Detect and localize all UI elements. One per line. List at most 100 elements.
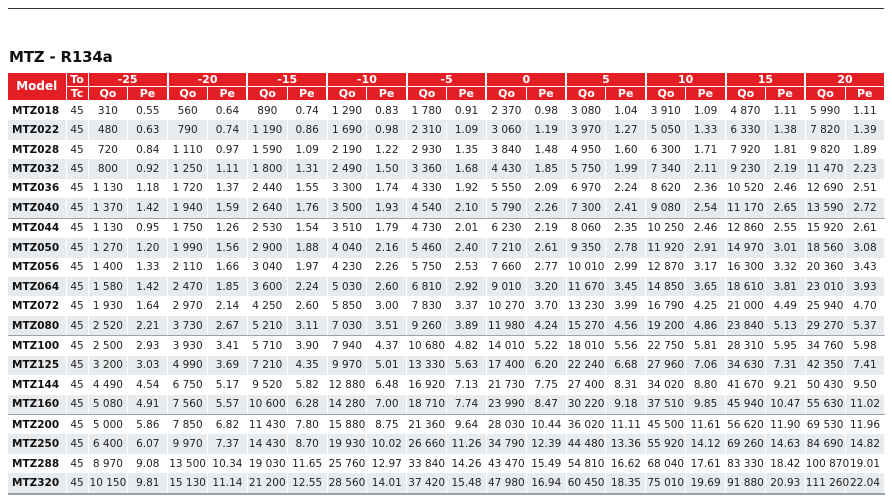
qo-cell: 12 860 — [725, 218, 766, 239]
qo-cell: 26 660 — [406, 434, 448, 454]
qo-cell: 1 250 — [167, 159, 209, 179]
qo-cell: 25 940 — [805, 296, 846, 316]
pe-cell: 3.65 — [685, 276, 727, 297]
qo-cell: 7 340 — [645, 159, 687, 179]
pe-cell: 8.47 — [526, 394, 567, 415]
model-cell: MTZ320 — [8, 473, 67, 495]
pe-cell: 1.55 — [287, 178, 328, 199]
qo-cell: 1 290 — [327, 100, 368, 121]
qo-cell: 14 280 — [327, 394, 368, 415]
pe-cell: 2.55 — [765, 218, 806, 239]
pe-cell: 1.11 — [207, 159, 248, 179]
qo-cell: 55 630 — [805, 394, 846, 415]
qo-cell: 23 840 — [725, 315, 766, 337]
pe-cell: 2.77 — [526, 257, 567, 277]
qo-cell: 29 270 — [805, 315, 846, 337]
qo-cell: 2 930 — [406, 139, 448, 160]
pe-cell: 0.84 — [127, 139, 169, 160]
pe-cell: 1.27 — [605, 120, 647, 140]
tc-cell: 45 — [66, 434, 89, 454]
pe-cell: 7.75 — [526, 375, 567, 395]
page-title: MTZ - R134a — [9, 48, 113, 66]
pe-cell: 7.06 — [685, 355, 727, 376]
qo-cell: 800 — [88, 159, 129, 179]
model-cell: MTZ022 — [8, 120, 67, 140]
qo-cell: 5 030 — [327, 276, 368, 297]
pe-cell: 14.82 — [845, 434, 886, 454]
pe-cell: 5.98 — [845, 335, 886, 356]
pe-cell: 16.94 — [526, 473, 567, 495]
qo-cell: 21 360 — [406, 414, 448, 435]
pe-cell: 5.37 — [845, 315, 886, 337]
tc-cell: 45 — [66, 315, 89, 337]
qo-header: Qo — [805, 86, 846, 101]
qo-cell: 12 880 — [327, 375, 368, 395]
pe-cell: 11.02 — [845, 394, 886, 415]
qo-cell: 10 250 — [645, 218, 687, 239]
model-header: Model — [8, 73, 67, 101]
pe-cell: 1.59 — [207, 198, 248, 219]
qo-cell: 2 970 — [167, 296, 209, 316]
table-row: MTZ028 45 720 0.84 1 110 0.97 1 590 1.09 2 190 1.… — [8, 139, 886, 160]
qo-cell: 9 260 — [406, 315, 448, 337]
tc-cell: 45 — [66, 100, 89, 121]
qo-cell: 3 510 — [327, 218, 368, 239]
qo-cell: 1 780 — [406, 100, 448, 121]
qo-cell: 18 560 — [805, 238, 846, 258]
pe-cell: 1.22 — [366, 139, 408, 160]
qo-header: Qo — [327, 86, 368, 101]
pe-cell: 1.11 — [765, 100, 806, 121]
qo-cell: 6 970 — [566, 178, 607, 199]
pe-cell: 2.16 — [366, 238, 408, 258]
qo-cell: 8 620 — [645, 178, 687, 199]
pe-cell: 2.36 — [685, 178, 727, 199]
qo-cell: 7 830 — [406, 296, 448, 316]
pe-cell: 2.26 — [526, 198, 567, 219]
pe-cell: 2.91 — [685, 238, 727, 258]
tc-cell: 45 — [66, 120, 89, 140]
pe-cell: 1.19 — [526, 120, 567, 140]
qo-cell: 41 670 — [725, 375, 766, 395]
pe-cell: 6.68 — [605, 355, 647, 376]
qo-cell: 6 330 — [725, 120, 766, 140]
pe-header: Pe — [127, 86, 169, 101]
qo-cell: 18 710 — [406, 394, 448, 415]
pe-cell: 4.49 — [765, 296, 806, 316]
pe-cell: 2.60 — [366, 276, 408, 297]
pe-cell: 0.86 — [287, 120, 328, 140]
qo-cell: 44 480 — [566, 434, 607, 454]
table-body: MTZ018 45 310 0.55 560 0.64 890 0.74 1 290 0.83 1 … — [8, 100, 886, 495]
table-row: MTZ288 45 8 970 9.08 13 500 10.34 19 030 11.65 2… — [8, 453, 886, 474]
qo-cell: 11 170 — [725, 198, 766, 219]
pe-header: Pe — [685, 86, 727, 101]
pe-cell: 0.74 — [207, 120, 248, 140]
qo-cell: 2 490 — [327, 159, 368, 179]
qo-cell: 9 010 — [486, 276, 527, 297]
qo-cell: 56 620 — [725, 414, 766, 435]
qo-cell: 3 360 — [406, 159, 448, 179]
qo-cell: 83 330 — [725, 453, 766, 474]
qo-cell: 5 750 — [566, 159, 607, 179]
to-header: To — [66, 73, 89, 87]
qo-cell: 3 200 — [88, 355, 129, 376]
pe-cell: 1.89 — [845, 139, 886, 160]
qo-cell: 5 550 — [486, 178, 527, 199]
qo-cell: 9 520 — [247, 375, 288, 395]
pe-header: Pe — [287, 86, 329, 101]
pe-cell: 1.93 — [366, 198, 408, 219]
tc-cell: 45 — [66, 159, 89, 179]
qo-cell: 4 330 — [406, 178, 448, 199]
tc-cell: 45 — [66, 218, 89, 239]
pe-cell: 0.98 — [526, 100, 567, 121]
qo-cell: 22 240 — [566, 355, 607, 376]
qo-cell: 3 300 — [327, 178, 368, 199]
qo-cell: 34 020 — [645, 375, 687, 395]
to-column-header: 5 — [566, 73, 647, 87]
qo-cell: 15 920 — [805, 218, 846, 239]
qo-cell: 4 230 — [327, 257, 368, 277]
pe-cell: 5.82 — [287, 375, 328, 395]
table-row: MTZ050 45 1 270 1.20 1 990 1.56 2 900 1.88 4 040… — [8, 238, 886, 258]
pe-cell: 2.78 — [605, 238, 647, 258]
table-row: MTZ044 45 1 130 0.95 1 750 1.26 2 530 1.54 3 510… — [8, 218, 886, 239]
qo-cell: 15 880 — [327, 414, 368, 435]
